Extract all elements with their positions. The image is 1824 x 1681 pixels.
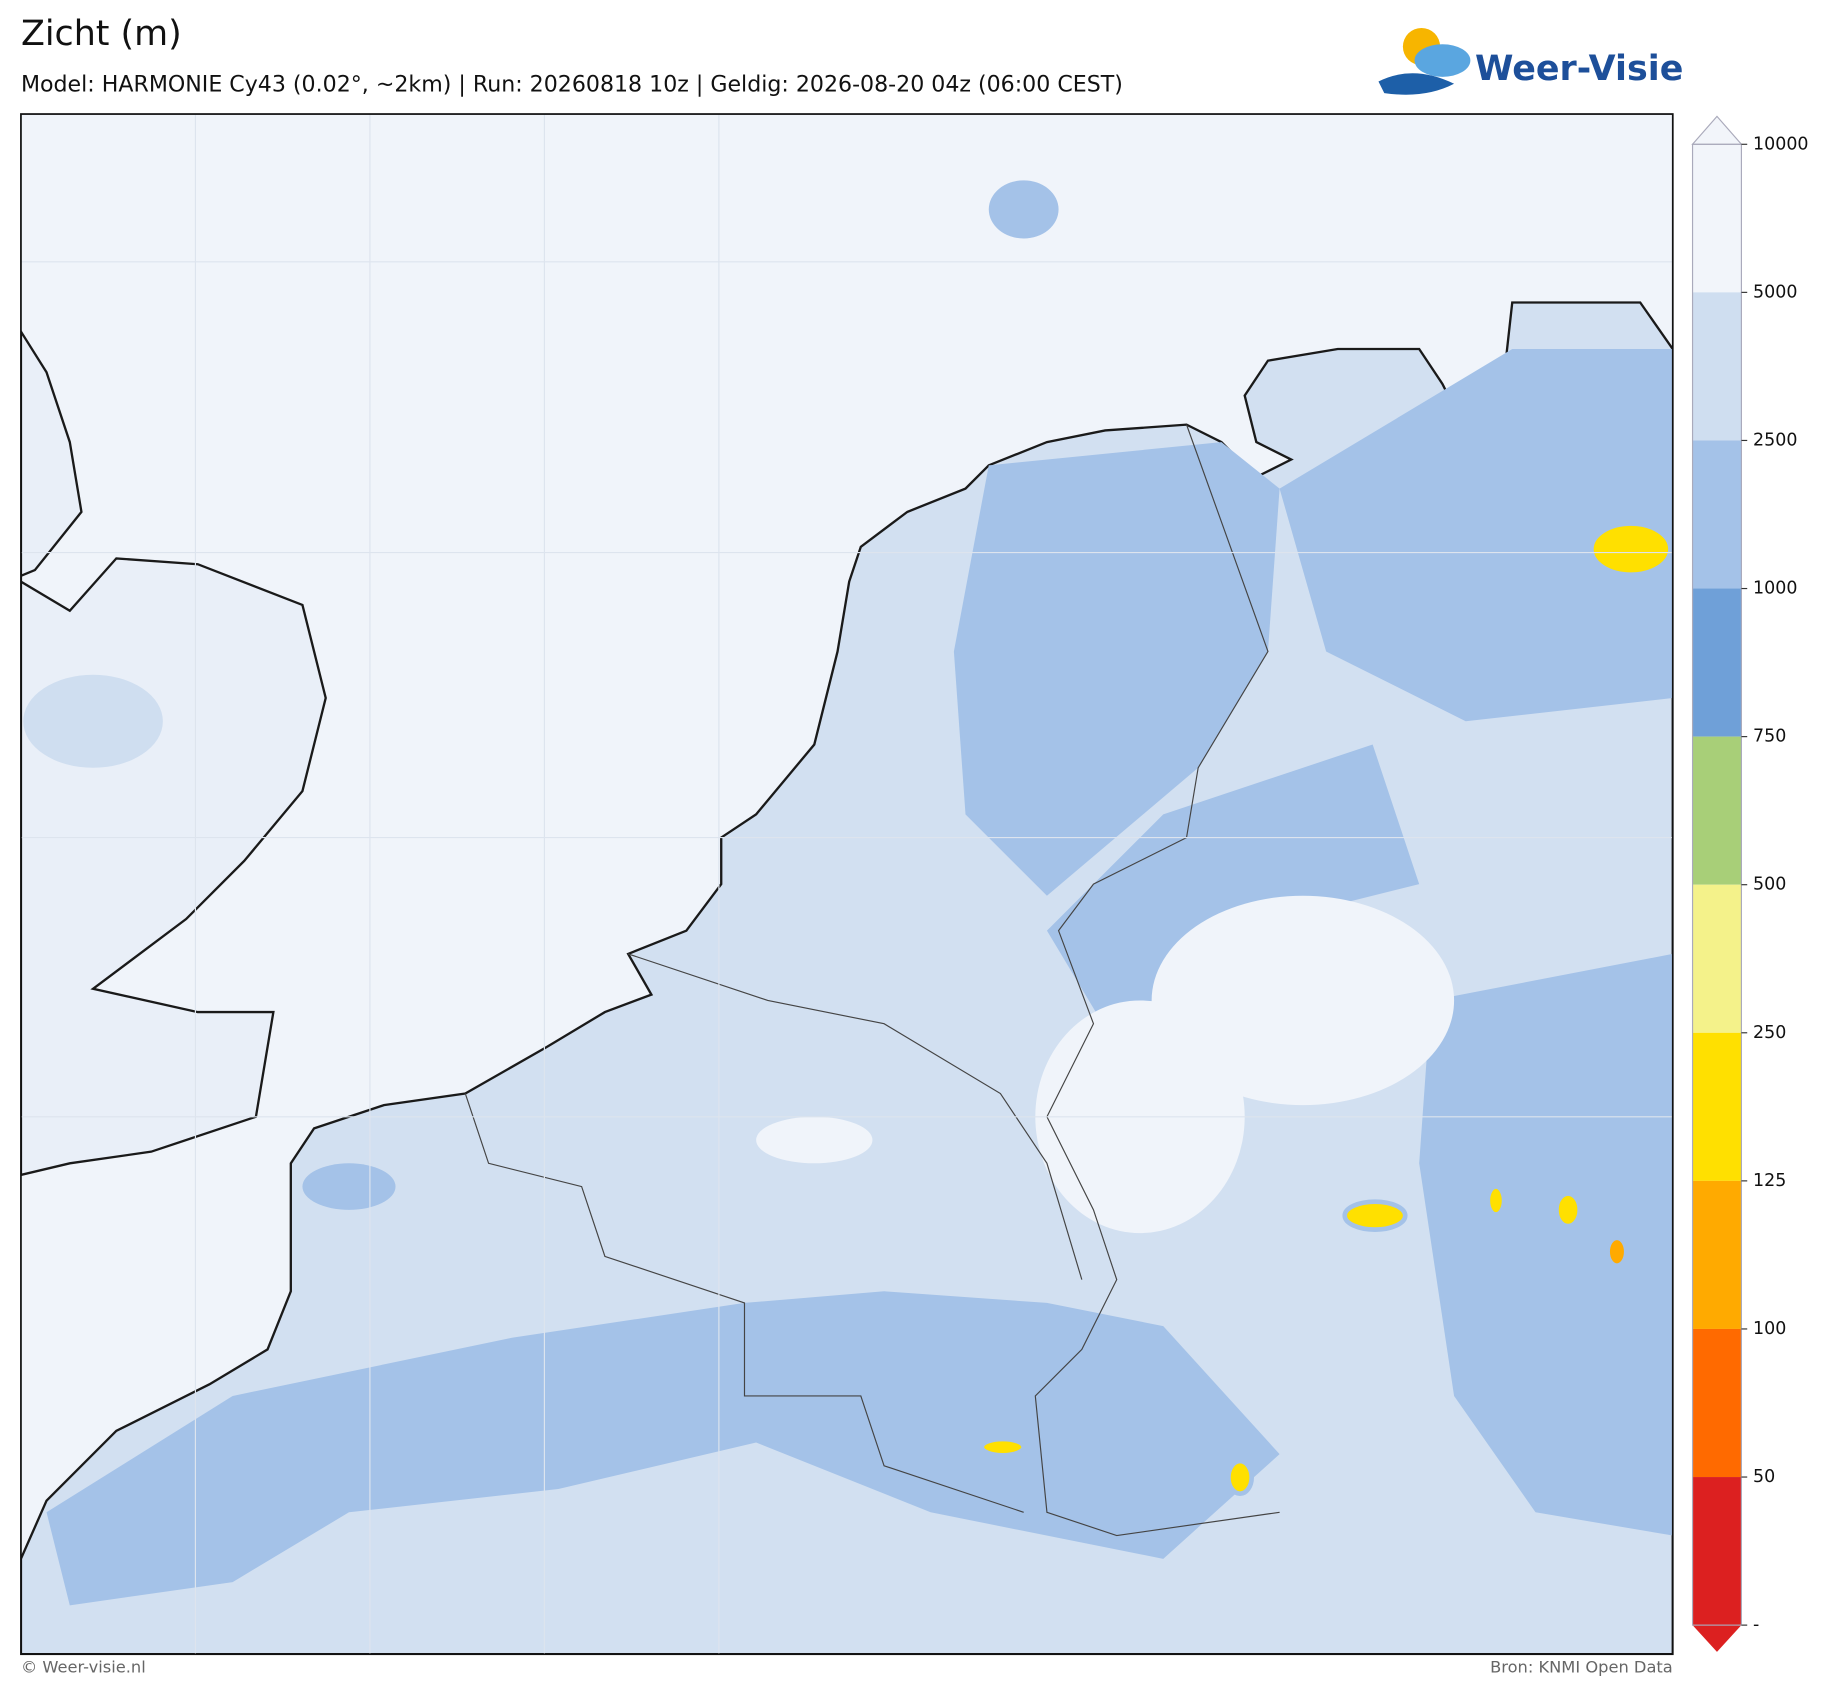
colorbar-segment — [1692, 884, 1742, 1033]
colorbar-label: 250 — [1753, 1023, 1786, 1043]
colorbar-label: 5000 — [1753, 282, 1797, 302]
colorbar-segment — [1692, 1032, 1742, 1181]
colorbar-segment — [1692, 1477, 1742, 1626]
colorbar: 10000 5000 2500 1000 750 500 250 125 100 50 - — [1691, 115, 1809, 1652]
colorbar-segment — [1692, 1328, 1742, 1478]
logo: Weer-Visie — [1378, 27, 1683, 95]
colorbar-segment — [1692, 588, 1742, 737]
colorbar-segment — [1692, 292, 1742, 441]
footer-left: © Weer-visie.nl — [21, 1658, 146, 1677]
colorbar-segment — [1692, 1180, 1742, 1329]
colorbar-label: 125 — [1753, 1171, 1786, 1191]
colorbar-label: 750 — [1753, 727, 1786, 747]
colorbar-segment — [1692, 736, 1742, 885]
colorbar-label: - — [1753, 1615, 1759, 1635]
colorbar-bottom-arrow — [1692, 1625, 1742, 1652]
logo-text: Weer-Visie — [1475, 49, 1683, 89]
colorbar-label: 100 — [1753, 1319, 1786, 1339]
colorbar-label: 10000 — [1753, 134, 1808, 154]
colorbar-segment — [1692, 440, 1742, 589]
colorbar-label: 1000 — [1753, 579, 1797, 599]
colorbar-label: 2500 — [1753, 430, 1797, 450]
colorbar-segment — [1692, 144, 1742, 293]
footer-right: Bron: KNMI Open Data — [1490, 1658, 1673, 1677]
colorbar-label: 500 — [1753, 875, 1786, 895]
colorbar-label: 50 — [1753, 1467, 1775, 1487]
subtitle: Model: HARMONIE Cy43 (0.02°, ~2km) | Run… — [21, 71, 1123, 97]
title: Zicht (m) — [21, 14, 182, 54]
map — [20, 113, 1674, 1656]
